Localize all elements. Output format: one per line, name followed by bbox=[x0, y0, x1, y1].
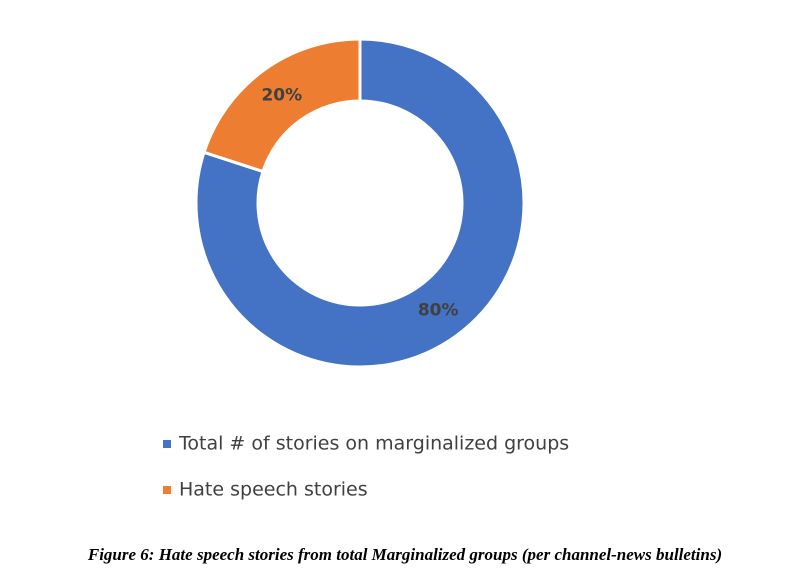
legend-label: Hate speech stories bbox=[179, 479, 368, 501]
donut: 80% 20% bbox=[194, 37, 526, 369]
legend-label: Total # of stories on marginalized group… bbox=[178, 433, 569, 455]
donut-slice bbox=[202, 37, 362, 174]
caption: Figure 6: Hate speech stories from total… bbox=[87, 545, 722, 564]
data-label: 80% bbox=[418, 301, 459, 321]
legend-marker bbox=[163, 486, 171, 494]
data-label: 20% bbox=[261, 85, 302, 105]
legend-marker bbox=[163, 440, 171, 448]
donut-slice bbox=[194, 37, 526, 369]
legend: Total # of stories on marginalized group… bbox=[163, 433, 569, 501]
